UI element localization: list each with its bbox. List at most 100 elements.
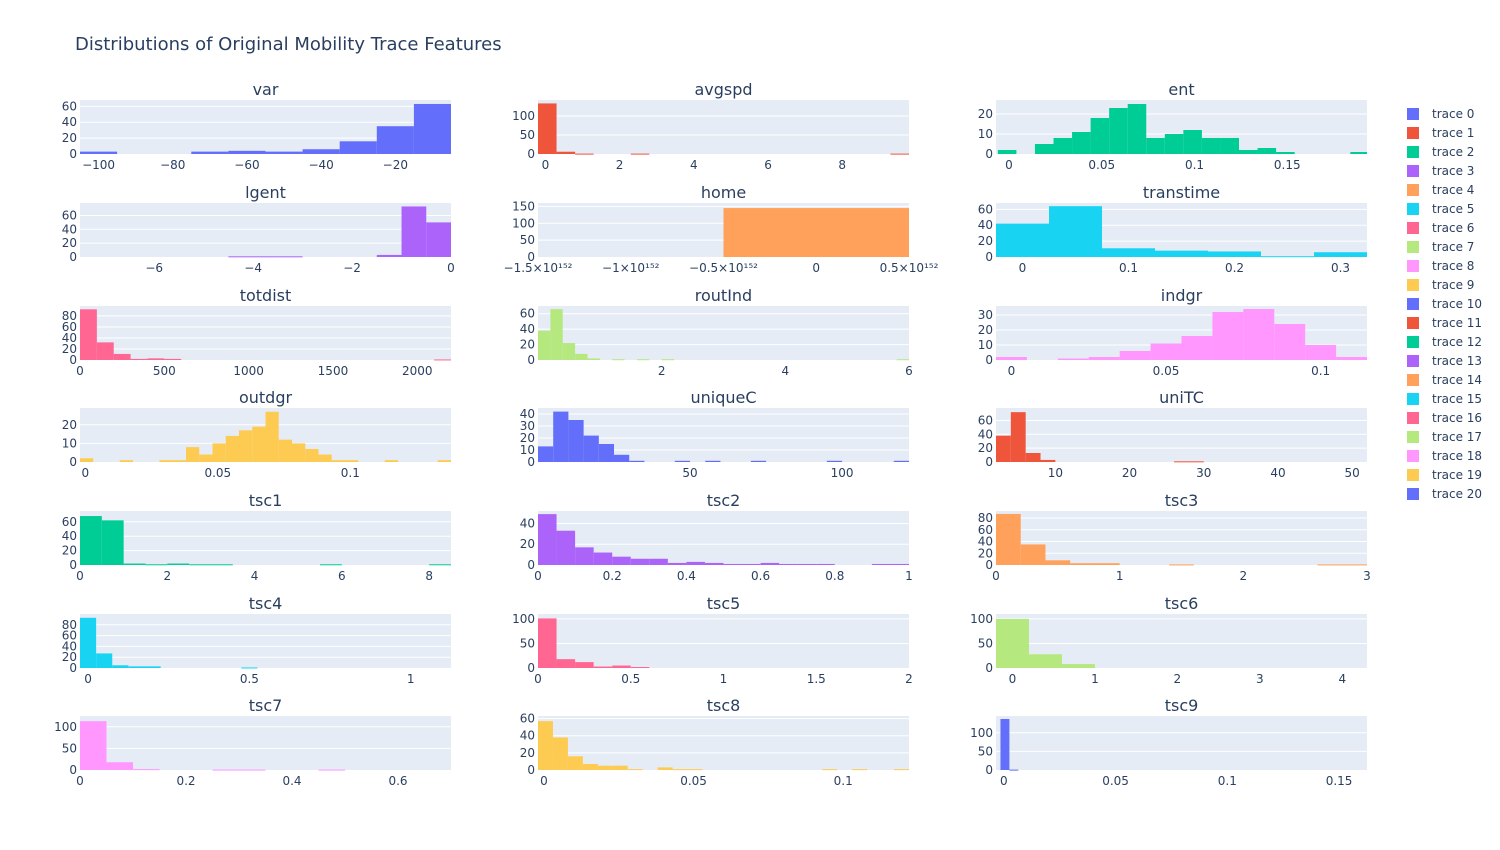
histogram-bar [265, 411, 279, 462]
y-tick-label: 20 [62, 131, 77, 145]
y-tick-label: 20 [520, 431, 535, 445]
x-tick-label: 0 [542, 158, 550, 172]
subplot-title: routInd [695, 286, 752, 305]
histogram-bar [1317, 564, 1367, 566]
histogram-bar [186, 447, 200, 462]
legend-swatch [1407, 279, 1419, 291]
legend-item[interactable]: trace 13 [1407, 354, 1482, 368]
legend-item[interactable]: trace 0 [1407, 107, 1474, 121]
legend-item[interactable]: trace 19 [1407, 468, 1482, 482]
histogram-bar [1239, 150, 1258, 154]
y-tick-label: 80 [978, 511, 993, 525]
histogram-bar [575, 153, 594, 155]
y-tick-label: 60 [978, 202, 993, 216]
histogram-bar [822, 769, 838, 771]
legend-item[interactable]: trace 8 [1407, 259, 1474, 273]
histogram-bar [550, 309, 563, 360]
y-tick-label: 60 [978, 413, 993, 427]
x-tick-label: 2 [658, 364, 666, 378]
x-tick-label: 0 [81, 466, 89, 480]
subplot-title: tsc7 [249, 696, 283, 715]
legend-item[interactable]: trace 16 [1407, 411, 1482, 425]
histogram-bar [627, 769, 643, 771]
y-tick-label: 60 [62, 208, 77, 222]
y-tick-label: 10 [520, 443, 535, 457]
histogram-bar [212, 769, 266, 771]
legend-item[interactable]: trace 4 [1407, 183, 1474, 197]
y-tick-label: 0 [527, 661, 535, 675]
histogram-bar [1000, 718, 1010, 770]
histogram-bar [556, 530, 576, 565]
legend-item[interactable]: trace 1 [1407, 126, 1474, 140]
histogram-bar [210, 564, 233, 566]
x-tick-label: 30 [1196, 466, 1211, 480]
legend-item[interactable]: trace 18 [1407, 449, 1482, 463]
y-tick-label: 20 [62, 418, 77, 432]
x-tick-label: −6 [145, 261, 163, 275]
x-tick-label: 0 [1019, 261, 1027, 275]
x-tick-label: 0 [992, 569, 1000, 583]
histogram-bar [556, 151, 576, 154]
histogram-bar [1070, 563, 1095, 565]
subplot-title: tsc1 [249, 491, 283, 510]
histogram-bar [320, 564, 342, 566]
legend-swatch [1407, 260, 1419, 272]
histogram-bar [1164, 134, 1184, 154]
y-tick-label: 20 [520, 746, 535, 760]
x-tick-label: −20 [383, 158, 408, 172]
legend-item[interactable]: trace 5 [1407, 202, 1474, 216]
x-tick-label: 2 [905, 672, 913, 686]
y-tick-label: 0 [527, 250, 535, 264]
histogram-bar [1127, 104, 1147, 154]
legend-item[interactable]: trace 7 [1407, 240, 1474, 254]
legend-item[interactable]: trace 2 [1407, 145, 1474, 159]
subplot-title: lgent [245, 183, 286, 202]
legend-item[interactable]: trace 15 [1407, 392, 1482, 406]
legend-item[interactable]: trace 6 [1407, 221, 1474, 235]
legend-item[interactable]: trace 17 [1407, 430, 1482, 444]
y-tick-label: 0 [69, 558, 77, 572]
x-tick-label: 1 [905, 569, 913, 583]
histogram-bar [1025, 453, 1041, 462]
legend-item[interactable]: trace 10 [1407, 297, 1482, 311]
histogram-bar [1034, 144, 1054, 154]
histogram-bar [1350, 152, 1367, 154]
y-tick-label: 0 [69, 455, 77, 469]
x-tick-label: 100 [831, 466, 854, 480]
x-tick-label: 0.15 [1326, 774, 1353, 788]
histogram-bar [996, 435, 1011, 462]
legend-item[interactable]: trace 14 [1407, 373, 1482, 387]
x-tick-label: 6 [338, 569, 346, 583]
histogram-bar [797, 563, 817, 565]
histogram-bar [1009, 769, 1019, 771]
y-tick-label: 0 [69, 250, 77, 264]
y-tick-label: 60 [62, 515, 77, 529]
y-tick-label: 20 [978, 234, 993, 248]
histogram-bar [80, 151, 118, 154]
legend-item[interactable]: trace 9 [1407, 278, 1474, 292]
histogram-bar [996, 618, 1029, 668]
legend-item[interactable]: trace 3 [1407, 164, 1474, 178]
histogram-bar [96, 653, 113, 668]
subplot-tsc8: 0 20 40 60 0 0.05 0.1 tsc8 [520, 696, 909, 788]
histogram-bar [996, 223, 1049, 257]
x-tick-label: 0 [76, 569, 84, 583]
histogram-bar [80, 617, 97, 668]
legend-item[interactable]: trace 11 [1407, 316, 1482, 330]
legend-item[interactable]: trace 20 [1407, 487, 1482, 501]
histogram-bar [1274, 324, 1306, 360]
legend-item[interactable]: trace 12 [1407, 335, 1482, 349]
histogram-bar [80, 516, 102, 565]
histogram-bar [890, 153, 909, 155]
histogram-bar [1109, 108, 1128, 154]
subplot-tsc6: 0 50 100 0 1 2 3 4 tsc6 [970, 594, 1367, 686]
histogram-bar [890, 563, 909, 565]
plot-area [996, 408, 1367, 462]
histogram-bar [1305, 345, 1337, 360]
histogram-bar [318, 769, 345, 771]
histogram-bar [189, 564, 211, 566]
